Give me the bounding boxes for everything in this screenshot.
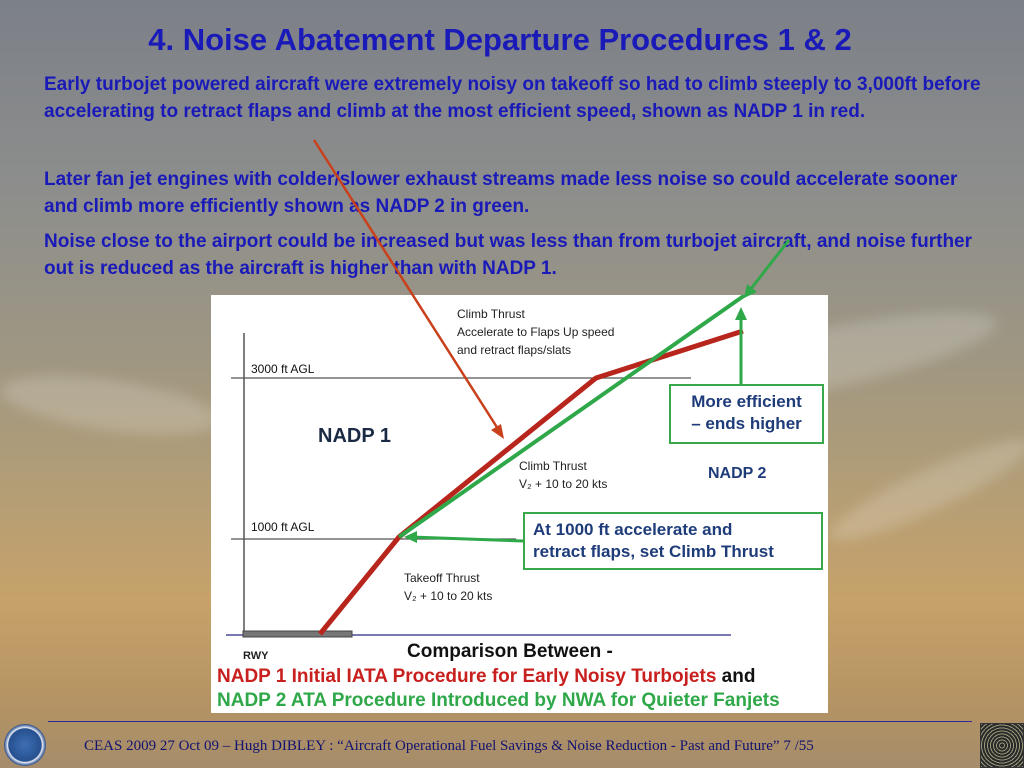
runway-label: RWY <box>243 650 269 662</box>
accelerate-arrow-head <box>404 531 417 543</box>
accelerate-callout: At 1000 ft accelerate and retract flaps,… <box>523 512 823 570</box>
nadp-comparison-diagram: 3000 ft AGL 1000 ft AGL NADP 1 NADP 2 Cl… <box>211 295 828 713</box>
callout-line: At 1000 ft accelerate and <box>533 520 733 539</box>
agl-3000-label: 3000 ft AGL <box>251 362 315 376</box>
runway <box>242 630 353 638</box>
footer-divider <box>48 721 972 722</box>
slide-footer: CEAS 2009 27 Oct 09 – Hugh DIBLEY : “Air… <box>84 738 814 754</box>
label-line: V₂ + 10 to 20 kts <box>404 589 493 603</box>
comparison-and-text: and <box>716 666 756 687</box>
callout-line: retract flaps, set Climb Thrust <box>533 542 774 561</box>
label-line: and retract flaps/slats <box>457 343 572 357</box>
nadp1-label: NADP 1 <box>318 425 391 447</box>
comparison-nadp1-text: NADP 1 Initial IATA Procedure for Early … <box>217 666 717 687</box>
label-line: Climb Thrust <box>457 307 525 321</box>
comparison-nadp2-text: NADP 2 ATA Procedure Introduced by NWA f… <box>217 690 780 711</box>
sky-cloud-streak <box>821 425 1024 555</box>
more-efficient-callout: More efficient – ends higher <box>669 384 824 444</box>
comparison-nadp1-line: NADP 1 Initial IATA Procedure for Early … <box>217 666 755 688</box>
accelerate-arrow <box>410 535 524 543</box>
efficient-arrow-head <box>735 307 747 320</box>
agl-1000-label: 1000 ft AGL <box>251 520 315 534</box>
callout-line: – ends higher <box>691 414 802 433</box>
ceas-logo-icon <box>4 724 46 766</box>
comparison-heading: Comparison Between - <box>407 641 613 662</box>
sky-cloud-streak <box>0 364 223 446</box>
nadp2-label: NADP 2 <box>708 465 767 482</box>
climb-thrust-mid-label: Climb Thrust V₂ + 10 to 20 kts <box>519 459 607 492</box>
diagram-lines <box>226 295 747 638</box>
paragraph-nadp2-explanation: Later fan jet engines with colder/slower… <box>44 169 958 217</box>
air-and-space-logo-icon <box>980 723 1024 768</box>
paragraph-noise-comparison: Noise close to the airport could be incr… <box>44 231 973 279</box>
label-line: Climb Thrust <box>519 459 587 473</box>
paragraph-nadp1-explanation: Early turbojet powered aircraft were ext… <box>44 74 981 122</box>
label-line: Takeoff Thrust <box>404 571 480 585</box>
takeoff-thrust-label: Takeoff Thrust V₂ + 10 to 20 kts <box>404 571 492 604</box>
callout-line: More efficient <box>691 392 802 411</box>
nadp1-flight-path <box>318 328 744 636</box>
climb-thrust-top-label: Climb Thrust Accelerate to Flaps Up spee… <box>457 307 614 358</box>
label-line: Accelerate to Flaps Up speed <box>457 325 615 339</box>
slide-title: 4. Noise Abatement Departure Procedures … <box>148 22 852 57</box>
nadp2-flight-path <box>397 295 747 539</box>
label-line: V₂ + 10 to 20 kts <box>519 477 608 491</box>
